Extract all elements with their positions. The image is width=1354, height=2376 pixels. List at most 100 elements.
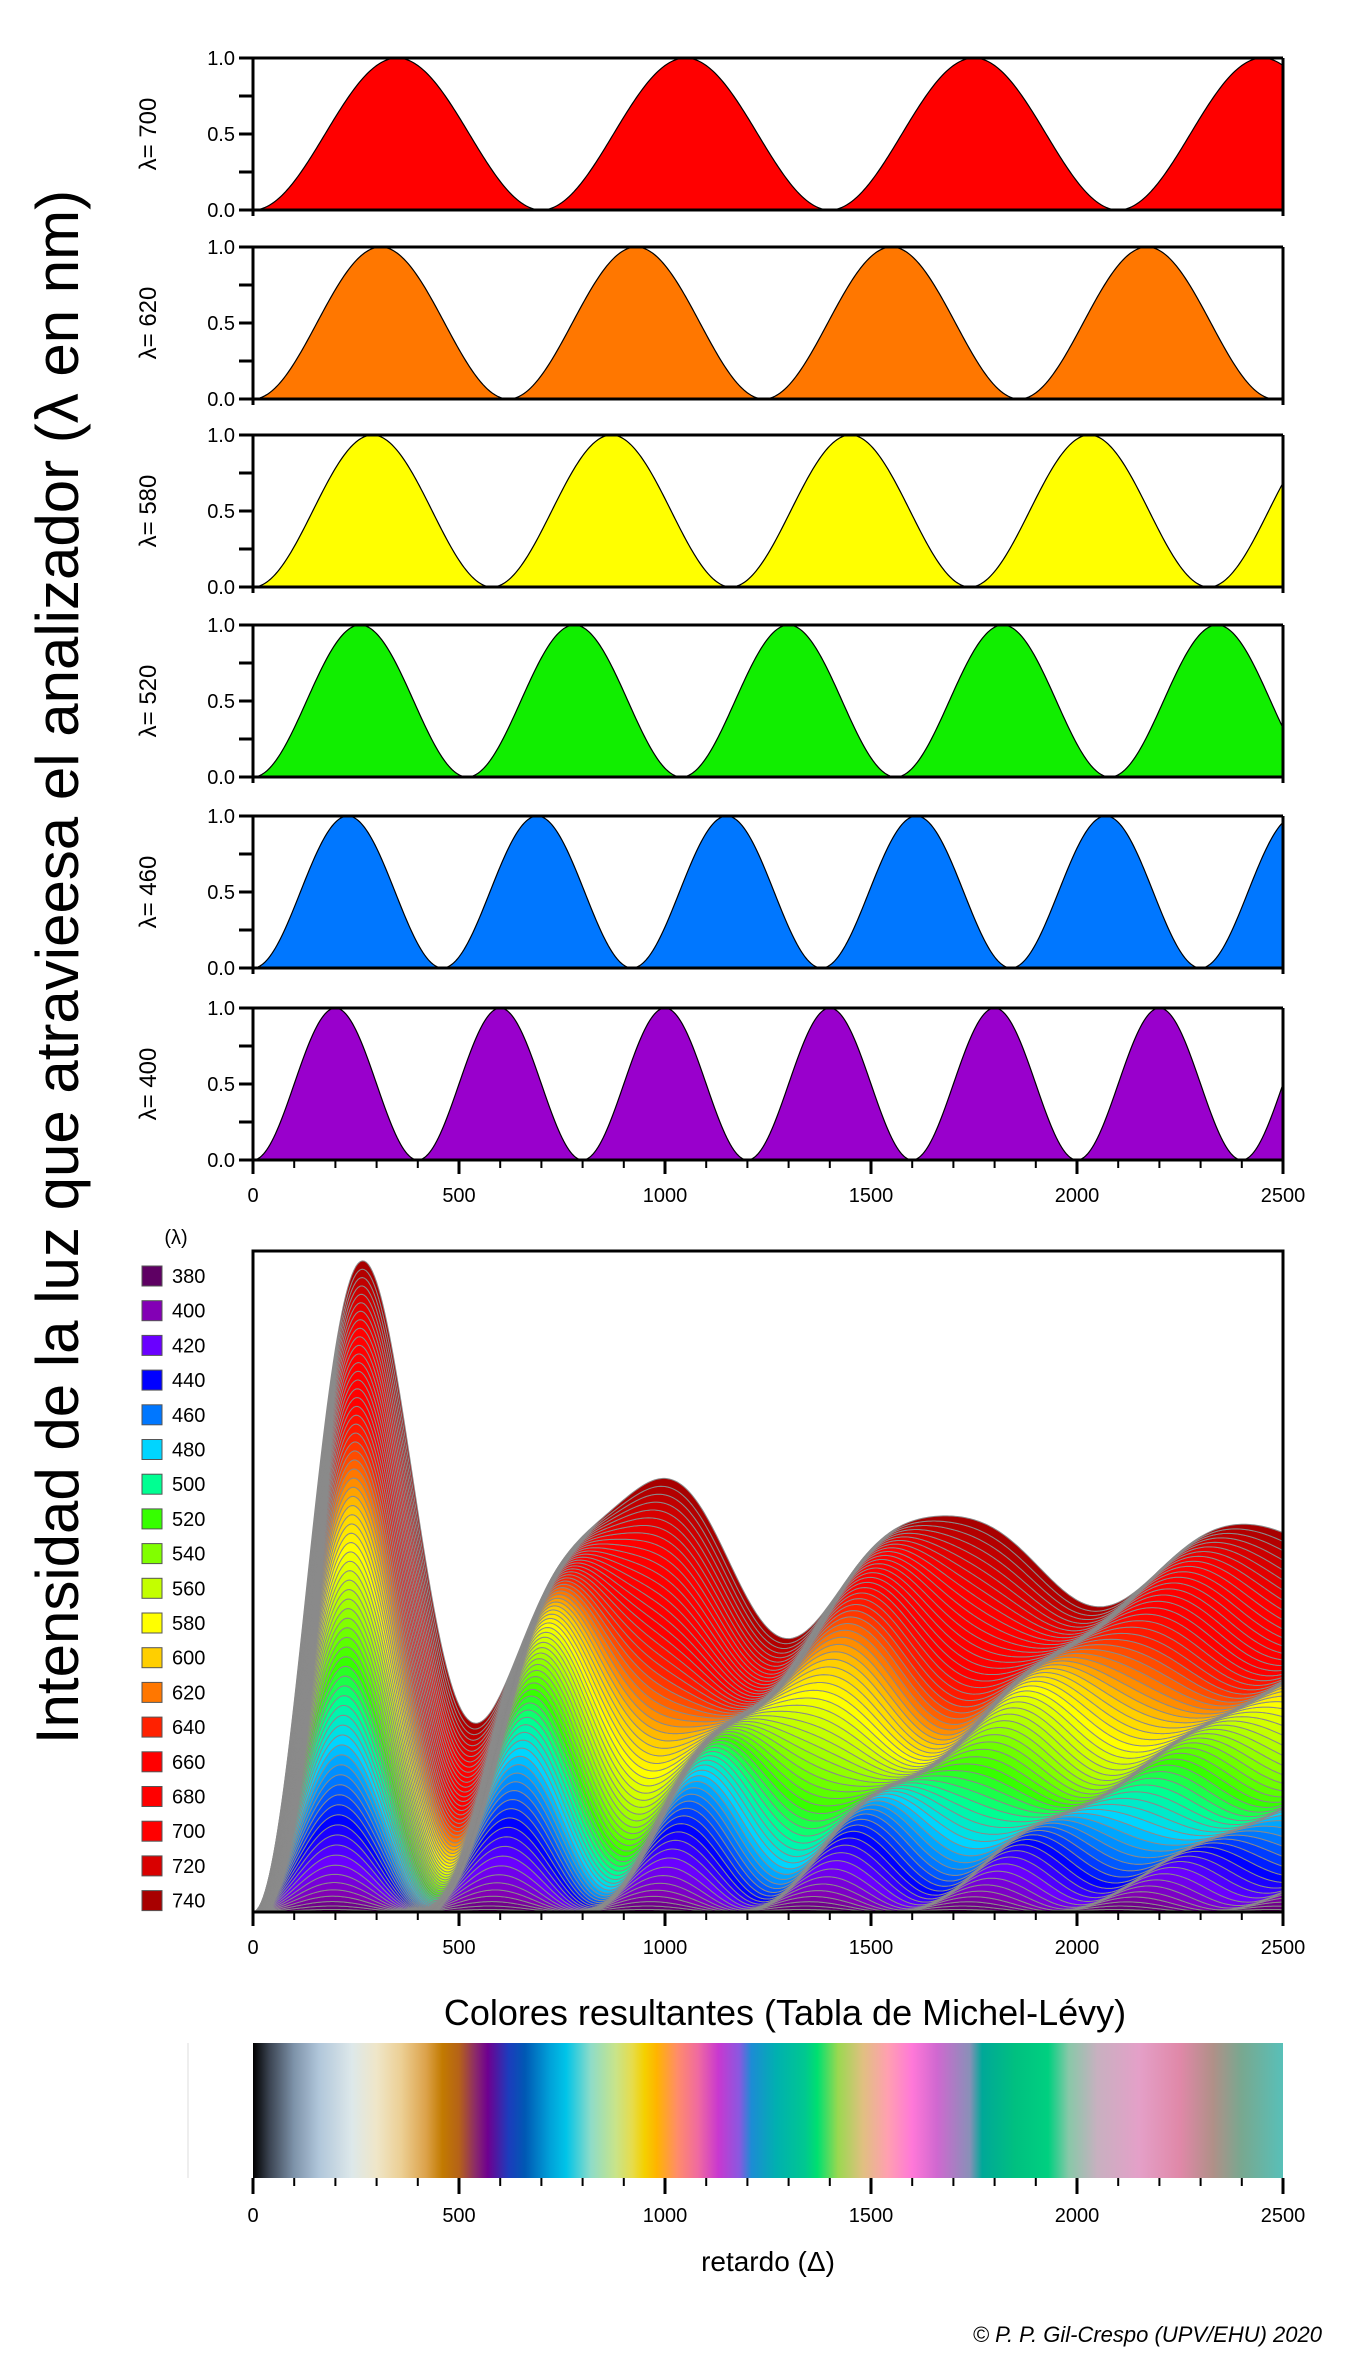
legend-item-540: 540 — [141, 1543, 205, 1566]
x-tick-label: 2000 — [1055, 1185, 1100, 1207]
legend-label: 500 — [172, 1474, 205, 1496]
panel-x-axis: 0 500 1000 1500 2000 2500 — [247, 1158, 1306, 1207]
wavelength-legend: (λ) 380 400 420 440 460 480 500 520 540 560 580 600… — [141, 1227, 205, 1913]
legend-label: 620 — [172, 1682, 205, 1704]
single-wavelength-panels: 0.0 0.5 1.0 λ= 700 0.0 0.5 1.0 λ= 620 0.0 0.5 1.0 λ… — [135, 48, 1305, 1207]
legend-item-660: 660 — [141, 1751, 205, 1774]
legend-swatch — [141, 1890, 163, 1912]
legend-label: 580 — [172, 1613, 205, 1635]
x-tick-label: 2500 — [1261, 2205, 1306, 2227]
intensity-area — [252, 1007, 1284, 1161]
legend-label: 560 — [172, 1578, 205, 1600]
interference-color-gradient — [253, 2043, 1283, 2178]
x-tick-label: 2000 — [1055, 2205, 1100, 2227]
panel-wavelength-label: λ= 580 — [135, 475, 162, 548]
x-tick-label: 500 — [442, 1937, 475, 1959]
stacked-spectrum-chart: (λ) 380 400 420 440 460 480 500 520 540 560 580 600… — [141, 1227, 1306, 1959]
x-tick-label: 1500 — [849, 1185, 894, 1207]
y-tick-label: 0.5 — [207, 313, 235, 335]
legend-item-380: 380 — [141, 1265, 205, 1288]
x-tick-label: 2500 — [1261, 1185, 1306, 1207]
legend-swatch — [141, 1404, 163, 1426]
color-bar-x-axis: 0 500 1000 1500 2000 2500 — [247, 2178, 1305, 2227]
y-tick-label: 1.0 — [207, 998, 235, 1020]
legend-title: (λ) — [164, 1227, 187, 1249]
x-tick-label: 2500 — [1261, 1937, 1306, 1959]
x-tick-label: 2000 — [1055, 1937, 1100, 1959]
legend-swatch — [141, 1855, 163, 1877]
y-tick-label: 0.0 — [207, 577, 235, 599]
legend-label: 600 — [172, 1648, 205, 1670]
y-tick-label: 1.0 — [207, 48, 235, 70]
x-axis-label: retardo (Δ) — [701, 2246, 835, 2277]
y-tick-label: 0.5 — [207, 501, 235, 523]
legend-item-420: 420 — [141, 1334, 205, 1357]
panel-lambda-700: 0.0 0.5 1.0 λ= 700 — [135, 48, 1285, 222]
legend-swatch — [141, 1612, 163, 1634]
legend-item-520: 520 — [141, 1508, 205, 1531]
legend-swatch — [141, 1786, 163, 1807]
x-tick-label: 1000 — [643, 1937, 688, 1959]
legend-item-600: 600 — [141, 1647, 205, 1670]
panel-wavelength-label: λ= 460 — [135, 856, 162, 929]
x-tick-label: 0 — [247, 1185, 258, 1207]
legend-swatch — [141, 1369, 163, 1391]
y-tick-label: 0.5 — [207, 882, 235, 904]
legend-swatch — [141, 1439, 163, 1460]
panel-lambda-460: 0.0 0.5 1.0 λ= 460 — [135, 806, 1285, 980]
x-tick-label: 0 — [247, 1937, 258, 1959]
legend-swatch — [141, 1647, 163, 1669]
legend-swatch — [141, 1751, 163, 1773]
legend-item-460: 460 — [141, 1404, 205, 1427]
legend-label: 540 — [172, 1544, 205, 1566]
stacked-x-axis: 0 500 1000 1500 2000 2500 — [247, 1910, 1306, 1959]
color-bar-title: Colores resultantes (Tabla de Michel-Lév… — [444, 1992, 1126, 2033]
x-tick-label: 1500 — [849, 2205, 894, 2227]
legend-label: 720 — [172, 1856, 205, 1878]
legend-item-640: 640 — [141, 1716, 205, 1739]
x-tick-label: 1000 — [643, 2205, 688, 2227]
legend-item-580: 580 — [141, 1612, 205, 1635]
panel-lambda-580: 0.0 0.5 1.0 λ= 580 — [135, 425, 1285, 599]
legend-swatch — [141, 1300, 163, 1322]
panel-lambda-620: 0.0 0.5 1.0 λ= 620 — [135, 237, 1285, 411]
legend-swatch — [141, 1577, 163, 1599]
legend-label: 700 — [172, 1821, 205, 1843]
legend-item-500: 500 — [141, 1473, 205, 1496]
intensity-area — [252, 246, 1284, 400]
legend-label: 380 — [172, 1266, 205, 1288]
y-tick-label: 1.0 — [207, 806, 235, 828]
legend-item-620: 620 — [141, 1681, 205, 1704]
legend-swatch — [141, 1473, 163, 1495]
legend-item-740: 740 — [141, 1890, 205, 1913]
intensity-area — [252, 434, 1284, 588]
legend-swatch — [141, 1334, 163, 1356]
legend-item-480: 480 — [141, 1439, 205, 1462]
legend-item-560: 560 — [141, 1577, 205, 1600]
panel-lambda-400: 0.0 0.5 1.0 0 500 1000 1500 2000 2500 λ= 400 — [135, 998, 1305, 1207]
legend-swatch — [141, 1265, 163, 1287]
legend-item-440: 440 — [141, 1369, 205, 1392]
legend-swatch — [141, 1543, 163, 1565]
legend-item-680: 680 — [141, 1786, 205, 1809]
x-tick-label: 500 — [442, 2205, 475, 2227]
legend-label: 640 — [172, 1717, 205, 1739]
panel-wavelength-label: λ= 700 — [135, 98, 162, 171]
legend-item-700: 700 — [141, 1820, 205, 1843]
y-axis-title: Intensidad de la luz que atravieesa el a… — [24, 190, 91, 1744]
legend-label: 460 — [172, 1405, 205, 1427]
y-tick-label: 0.0 — [207, 200, 235, 222]
y-tick-label: 1.0 — [207, 425, 235, 447]
intensity-area — [252, 624, 1284, 778]
legend-swatch — [141, 1820, 163, 1842]
legend-label: 480 — [172, 1440, 205, 1462]
legend-label: 420 — [172, 1335, 205, 1357]
x-tick-label: 500 — [442, 1185, 475, 1207]
panel-wavelength-label: λ= 520 — [135, 665, 162, 738]
y-tick-label: 0.5 — [207, 1074, 235, 1096]
credit-text: © P. P. Gil-Crespo (UPV/EHU) 2020 — [973, 2322, 1323, 2347]
legend-label: 660 — [172, 1752, 205, 1774]
x-tick-label: 1500 — [849, 1937, 894, 1959]
y-tick-label: 0.0 — [207, 767, 235, 789]
